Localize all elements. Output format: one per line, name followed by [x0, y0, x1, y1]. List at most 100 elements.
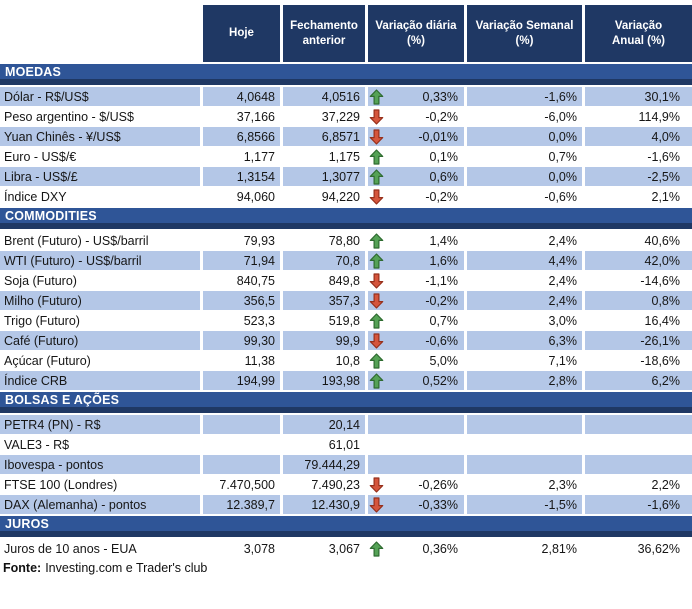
cell-variacao-semanal: 2,4%: [548, 273, 578, 288]
cell-variacao-anual: [585, 415, 692, 434]
row-label: Libra - US$/£: [0, 167, 200, 186]
cell-variacao-semanal: 4,4%: [467, 251, 582, 270]
table-row: Dólar - R$/US$ 4,0648 4,0516 0,33% -1,6% 30,1…: [0, 87, 692, 106]
table-row: VALE3 - R$ 61,01: [0, 435, 692, 454]
cell-hoje: [203, 415, 280, 434]
down-arrow-icon: [369, 292, 384, 309]
cell-hoje: 4,0648: [203, 87, 280, 106]
cell-fechamento-anterior: 70,8: [283, 251, 365, 270]
cell-hoje: 79,93: [243, 233, 275, 248]
cell-variacao-semanal: [467, 455, 582, 474]
cell-fechamento-anterior: 3,067: [328, 541, 360, 556]
cell-variacao-semanal: -0,6%: [544, 189, 577, 204]
row-label: Café (Futuro): [0, 331, 200, 350]
cell-hoje: 356,5: [203, 291, 280, 310]
row-label: VALE3 - R$: [4, 437, 70, 452]
cell-hoje: 6,8566: [203, 127, 280, 146]
table-row: PETR4 (PN) - R$ 20,14: [0, 415, 692, 434]
cell-fechamento-anterior: 79.444,29: [283, 455, 365, 474]
cell-variacao-diaria: -0,6%: [368, 331, 464, 350]
cell-hoje: 71,94: [203, 251, 280, 270]
row-label: Milho (Futuro): [0, 291, 200, 310]
table-row: Peso argentino - $/US$ 37,166 37,229 -0,2% -…: [0, 107, 692, 126]
cell-fechamento-anterior: 1,175: [328, 149, 360, 164]
table-row: Índice CRB 194,99 193,98 0,52% 2,8% 6,2%: [0, 371, 692, 390]
cell-variacao-anual: [585, 435, 692, 454]
down-arrow-icon: [369, 108, 384, 125]
cell-fechamento-anterior: 1,3077: [283, 167, 365, 186]
cell-variacao-anual: 2,1%: [651, 189, 681, 204]
source-label: Fonte:: [3, 561, 42, 575]
cell-variacao-anual: -2,5%: [585, 167, 692, 186]
cell-variacao-anual: -18,6%: [640, 353, 680, 368]
cell-variacao-semanal: -1,6%: [467, 87, 582, 106]
cell-variacao-anual: 36,62%: [637, 541, 680, 556]
cell-fechamento-anterior: 849,8: [328, 273, 360, 288]
table-row: Trigo (Futuro) 523,3 519,8 0,7% 3,0% 16,4%: [0, 311, 692, 330]
cell-hoje: 94,060: [236, 189, 275, 204]
up-arrow-icon: [369, 88, 384, 105]
cell-hoje: 194,99: [203, 371, 280, 390]
row-label: Dólar - R$/US$: [0, 87, 200, 106]
cell-variacao-semanal: 2,8%: [467, 371, 582, 390]
table-row: Café (Futuro) 99,30 99,9 -0,6% 6,3% -26,1%: [0, 331, 692, 350]
cell-variacao-anual: 30,1%: [585, 87, 692, 106]
cell-variacao-semanal: 2,81%: [541, 541, 577, 556]
cell-variacao-diaria-value: -0,33%: [418, 497, 458, 512]
cell-variacao-semanal: 3,0%: [548, 313, 578, 328]
up-arrow-icon: [369, 540, 384, 557]
table-row: Milho (Futuro) 356,5 357,3 -0,2% 2,4% 0,8%: [0, 291, 692, 310]
cell-variacao-diaria: -0,2%: [368, 187, 464, 206]
cell-variacao-diaria-value: -0,6%: [425, 333, 458, 348]
row-label: Yuan Chinês - ¥/US$: [0, 127, 200, 146]
section-header-commodities: COMMODITIES: [0, 208, 692, 229]
column-header-fechamento-anterior: Fechamento anterior: [283, 5, 365, 62]
cell-variacao-diaria: 1,4%: [368, 231, 464, 250]
cell-variacao-diaria: 0,36%: [368, 539, 464, 558]
cell-variacao-diaria-value: 0,36%: [422, 541, 458, 556]
cell-fechamento-anterior: 78,80: [328, 233, 360, 248]
cell-fechamento-anterior: 7.490,23: [311, 477, 360, 492]
cell-variacao-diaria: -0,33%: [368, 495, 464, 514]
row-label: Índice CRB: [0, 371, 200, 390]
cell-hoje: 523,3: [243, 313, 275, 328]
up-arrow-icon: [369, 312, 384, 329]
cell-variacao-anual: -1,6%: [647, 149, 680, 164]
cell-variacao-anual: 114,9%: [638, 109, 680, 124]
cell-variacao-anual: 16,4%: [644, 313, 680, 328]
cell-variacao-semanal: 6,3%: [467, 331, 582, 350]
table-row: Yuan Chinês - ¥/US$ 6,8566 6,8571 -0,01% 0,0…: [0, 127, 692, 146]
table-body: MOEDAS Dólar - R$/US$ 4,0648 4,0516 0,33% -1,…: [0, 64, 692, 558]
table-row: Euro - US$/€ 1,177 1,175 0,1% 0,7% -1,6%: [0, 147, 692, 166]
up-arrow-icon: [369, 372, 384, 389]
cell-fechamento-anterior: 6,8571: [283, 127, 365, 146]
row-label: PETR4 (PN) - R$: [0, 415, 200, 434]
cell-variacao-diaria-value: 1,6%: [429, 253, 459, 268]
cell-fechamento-anterior: 20,14: [283, 415, 365, 434]
cell-variacao-semanal: [467, 415, 582, 434]
row-label: Índice DXY: [4, 189, 67, 204]
cell-variacao-diaria: -0,2%: [368, 291, 464, 310]
cell-variacao-anual: 2,2%: [651, 477, 681, 492]
cell-variacao-semanal: 2,4%: [548, 233, 578, 248]
cell-hoje: 99,30: [203, 331, 280, 350]
table-row: Açúcar (Futuro) 11,38 10,8 5,0% 7,1% -18,6%: [0, 351, 692, 370]
cell-fechamento-anterior: 193,98: [283, 371, 365, 390]
row-label: Peso argentino - $/US$: [4, 109, 134, 124]
row-label: Brent (Futuro) - US$/barril: [4, 233, 149, 248]
cell-variacao-anual: 0,8%: [585, 291, 692, 310]
cell-variacao-diaria: 5,0%: [368, 351, 464, 370]
row-label: Euro - US$/€: [4, 149, 77, 164]
table-row: Brent (Futuro) - US$/barril 79,93 78,80 1,4…: [0, 231, 692, 250]
cell-variacao-diaria: 0,6%: [368, 167, 464, 186]
row-label: Soja (Futuro): [4, 273, 77, 288]
cell-variacao-anual: [585, 455, 692, 474]
row-label: Trigo (Futuro): [4, 313, 80, 328]
cell-variacao-diaria-value: 0,1%: [429, 149, 459, 164]
cell-hoje: 840,75: [236, 273, 275, 288]
cell-variacao-anual: 42,0%: [585, 251, 692, 270]
cell-variacao-diaria: [368, 415, 464, 434]
down-arrow-icon: [369, 128, 384, 145]
cell-variacao-semanal: -6,0%: [544, 109, 577, 124]
source-text: Investing.com e Trader's club: [45, 561, 208, 575]
